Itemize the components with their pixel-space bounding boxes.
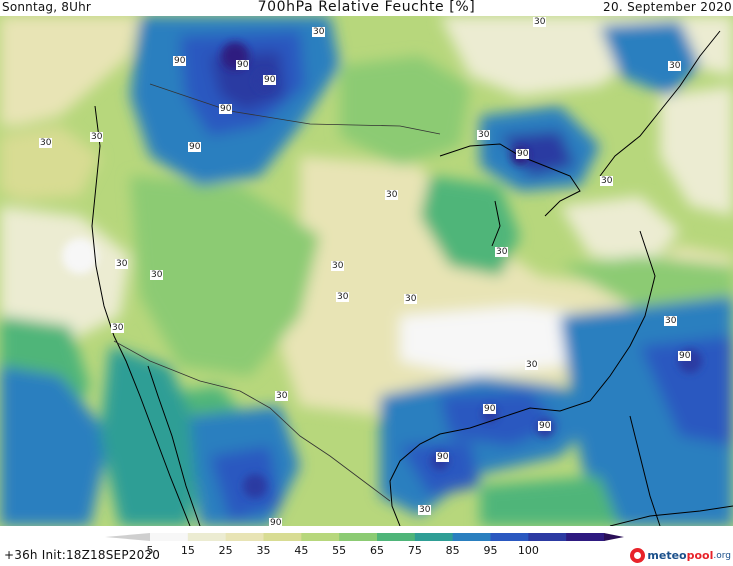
colorbar-swatch — [339, 533, 378, 541]
colorbar-swatch — [225, 533, 264, 541]
contour-label: 30 — [495, 247, 509, 257]
contour-label: 30 — [150, 270, 164, 280]
colorbar-swatch — [452, 533, 491, 541]
colorbar-arrow-high — [604, 533, 624, 541]
contour-label: 30 — [39, 138, 53, 148]
colorbar-swatch — [263, 533, 302, 541]
contour-label: 30 — [312, 27, 326, 37]
contour-label: 30 — [275, 391, 289, 401]
header-bar: Sonntag, 8Uhr 700hPa Relative Feuchte [%… — [0, 0, 733, 16]
contour-label: 30 — [385, 190, 399, 200]
footer-bar: 5 15 25 35 45 55 65 75 85 95 100 +36h In… — [0, 526, 733, 566]
logo-text-pool: pool — [686, 549, 714, 562]
logo-text-meteo: meteo — [647, 549, 687, 562]
colorbar-label: 100 — [517, 544, 539, 557]
contour-label: 30 — [115, 259, 129, 269]
contour-label: 90 — [219, 104, 233, 114]
colorbar-arrow-low — [105, 533, 150, 541]
contour-label: 30 — [111, 323, 125, 333]
contour-label: 30 — [525, 360, 539, 370]
contour-label: 90 — [678, 351, 692, 361]
colorbar-swatch — [414, 533, 454, 541]
logo-icon — [630, 548, 646, 563]
colorbar-swatch — [150, 533, 189, 541]
contour-label: 90 — [436, 452, 450, 462]
colorbar-label: 45 — [294, 544, 309, 557]
contour-label: 30 — [533, 17, 547, 27]
contour-label: 30 — [336, 292, 350, 302]
colorbar-label: 55 — [332, 544, 347, 557]
colorbar-label: 5 — [146, 544, 154, 557]
colorbar-label: 95 — [483, 544, 498, 557]
contour-label: 90 — [173, 56, 187, 66]
colorbar-swatches — [105, 533, 624, 541]
contour-label: 90 — [538, 421, 552, 431]
contour-label: 30 — [418, 505, 432, 515]
map-title: 700hPa Relative Feuchte [%] — [257, 0, 476, 15]
colorbar-swatch — [490, 533, 529, 541]
colorbar-swatch — [528, 533, 567, 541]
contour-label: 30 — [90, 132, 104, 142]
colorbar-label: 65 — [370, 544, 384, 557]
colorbar-label: 25 — [218, 544, 233, 557]
coastlines — [91, 30, 733, 526]
humidity-map-svg — [0, 16, 733, 526]
contour-label: 30 — [477, 130, 491, 140]
meteopool-logo: meteo pool .org — [630, 548, 731, 563]
contour-label: 90 — [516, 149, 530, 159]
contour-label: 30 — [668, 61, 682, 71]
model-run-info: +36h Init:18Z18SEP2020 — [4, 548, 161, 562]
forecast-date: 20. September 2020 — [603, 0, 732, 14]
colorbar-label: 35 — [256, 544, 271, 557]
colorbar-swatch — [187, 533, 227, 541]
borders — [113, 83, 441, 502]
colorbar-label: 85 — [445, 544, 460, 557]
humidity-map: 90 90 90 90 90 90 90 90 90 90 90 30 30 3… — [0, 16, 733, 526]
colorbar-swatch — [301, 533, 340, 541]
contour-label: 30 — [404, 294, 418, 304]
contour-label: 90 — [483, 404, 497, 414]
colorbar-swatch — [377, 533, 416, 541]
contour-label: 30 — [664, 316, 678, 326]
contour-label: 90 — [236, 60, 250, 70]
contour-label: 90 — [263, 75, 277, 85]
logo-text-org: .org — [713, 550, 731, 561]
colorbar-swatch — [566, 533, 605, 541]
colorbar-label: 15 — [180, 544, 195, 557]
colorbar: 5 15 25 35 45 55 65 75 85 95 100 — [105, 529, 633, 557]
contour-label: 90 — [269, 518, 283, 526]
forecast-day: Sonntag, 8Uhr — [2, 0, 92, 14]
contour-label: 90 — [188, 142, 202, 152]
contour-label: 30 — [600, 176, 614, 186]
colorbar-label: 75 — [407, 544, 422, 557]
contour-label: 30 — [331, 261, 345, 271]
